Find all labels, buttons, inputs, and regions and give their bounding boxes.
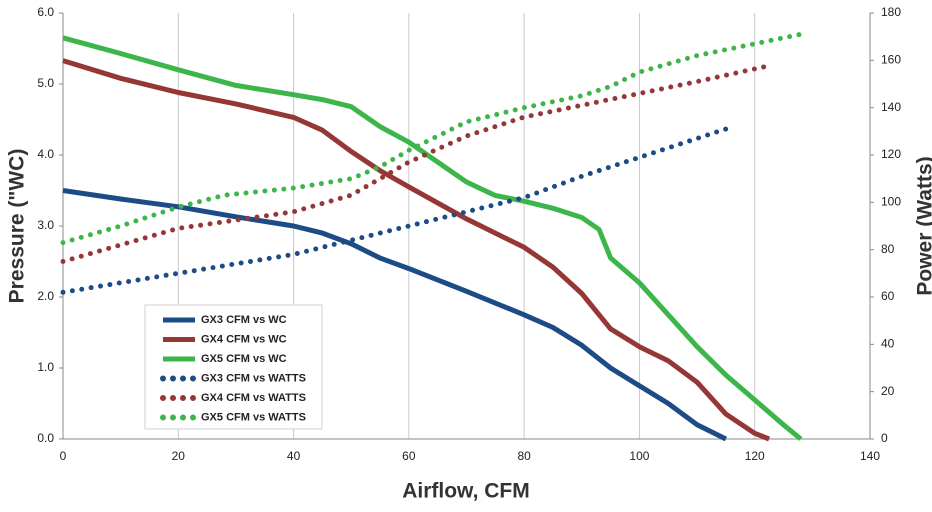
legend-box bbox=[144, 304, 323, 430]
y2-tick-label: 0 bbox=[881, 431, 888, 445]
legend-label: GX3 CFM vs WATTS bbox=[201, 372, 306, 384]
y-tick-label: 4.0 bbox=[37, 147, 54, 161]
y2-tick-label: 140 bbox=[881, 100, 901, 114]
series-line bbox=[62, 35, 803, 441]
y2-tick-label: 20 bbox=[881, 384, 895, 398]
x-axis-title: Airflow, CFM bbox=[402, 480, 530, 503]
x-tick-label: 40 bbox=[287, 449, 301, 463]
y2-tick-label: 60 bbox=[881, 289, 895, 303]
x-tick-label: 0 bbox=[60, 449, 67, 463]
y2-tick-label: 100 bbox=[881, 195, 901, 209]
x-tick-label: 120 bbox=[745, 449, 765, 463]
x-tick-label: 100 bbox=[629, 449, 649, 463]
y2-tick-label: 180 bbox=[881, 5, 901, 19]
series-line bbox=[62, 58, 771, 442]
y-tick-label: 0.0 bbox=[37, 431, 54, 445]
legend-label: GX5 CFM vs WC bbox=[201, 353, 287, 365]
legend-label: GX4 CFM vs WC bbox=[201, 333, 287, 345]
series-line bbox=[60, 31, 804, 246]
y2-tick-label: 80 bbox=[881, 242, 895, 256]
y-tick-label: 1.0 bbox=[37, 360, 54, 374]
x-tick-label: 20 bbox=[172, 449, 186, 463]
legend-label: GX4 CFM vs WATTS bbox=[201, 392, 306, 404]
series-line bbox=[62, 188, 728, 442]
series-line bbox=[60, 62, 775, 264]
y-tick-label: 5.0 bbox=[37, 76, 54, 90]
x-tick-label: 60 bbox=[402, 449, 416, 463]
y2-axis-title: Power (Watts) bbox=[914, 156, 932, 295]
y2-tick-label: 40 bbox=[881, 337, 895, 351]
y-axis-title: Pressure ("WC) bbox=[6, 149, 29, 304]
y2-tick-label: 160 bbox=[881, 53, 901, 67]
legend: GX3 CFM vs WC GX4 CFM vs WC GX5 CFM vs WC G… bbox=[144, 304, 323, 430]
y-tick-label: 6.0 bbox=[37, 5, 54, 19]
y-tick-label: 2.0 bbox=[37, 289, 54, 303]
y-tick-label: 3.0 bbox=[37, 218, 54, 232]
x-tick-label: 140 bbox=[860, 449, 880, 463]
legend-label: GX5 CFM vs WATTS bbox=[201, 411, 306, 423]
legend-label: GX3 CFM vs WC bbox=[201, 314, 287, 326]
y2-tick-label: 120 bbox=[881, 147, 901, 161]
x-tick-label: 80 bbox=[517, 449, 531, 463]
